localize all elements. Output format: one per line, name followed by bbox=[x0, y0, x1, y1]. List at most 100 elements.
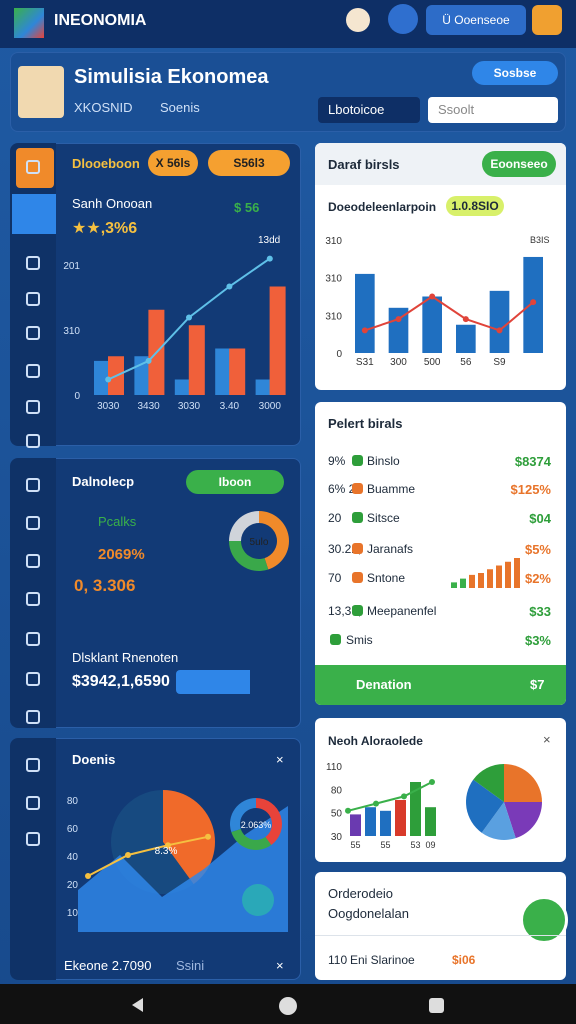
item: 2069% bbox=[98, 546, 145, 563]
close-button[interactable]: × bbox=[276, 958, 284, 973]
profile-tag: Soenis bbox=[160, 100, 200, 115]
bar-line-chart: 201 310 0 3030 3430 3030 3.40 3000 13dd bbox=[63, 235, 286, 412]
x-label: 3.40 bbox=[220, 401, 240, 412]
footer-text[interactable]: Denation bbox=[356, 677, 412, 692]
row-dot bbox=[352, 605, 363, 616]
panel-button[interactable]: Iboon bbox=[186, 470, 284, 494]
rail-icon[interactable] bbox=[26, 672, 40, 686]
bar bbox=[355, 273, 375, 353]
line-point bbox=[226, 283, 233, 290]
line-point bbox=[165, 842, 171, 849]
card-title: Pelert birals bbox=[328, 416, 403, 431]
bar bbox=[94, 360, 110, 395]
rail-icon[interactable] bbox=[26, 400, 40, 414]
bar bbox=[380, 810, 391, 836]
x-label: 55 bbox=[350, 840, 360, 850]
rail-icon[interactable] bbox=[26, 434, 40, 448]
line-point bbox=[105, 376, 112, 383]
profile-pill[interactable]: Sosbse bbox=[472, 61, 558, 85]
bar bbox=[215, 348, 232, 395]
slice bbox=[259, 511, 289, 570]
search-button[interactable] bbox=[388, 4, 418, 34]
rail-icon[interactable] bbox=[26, 160, 40, 174]
panel-title: Dlooeboon bbox=[72, 156, 140, 171]
panel-label: Sanh Onooan bbox=[72, 196, 153, 211]
rail-icon[interactable] bbox=[26, 256, 40, 270]
logo bbox=[14, 8, 44, 38]
close-button[interactable]: × bbox=[543, 732, 551, 747]
header-button[interactable]: Ü Ooenseoe bbox=[426, 5, 526, 35]
x-label: 3430 bbox=[137, 401, 160, 412]
card-subtitle: Oogdonelalan bbox=[328, 906, 409, 921]
progress-track bbox=[176, 670, 282, 694]
row-lead: 20 bbox=[328, 511, 342, 525]
rail-icon[interactable] bbox=[26, 292, 40, 306]
mixed-chart: 110 80 50 30 55 55 53 09 bbox=[326, 762, 542, 850]
rating: ★★,3%6 bbox=[72, 220, 138, 237]
card-button[interactable]: Eoonseeo bbox=[482, 151, 556, 177]
fab-button[interactable] bbox=[520, 896, 568, 944]
rail-icon[interactable] bbox=[26, 326, 40, 340]
row-dot bbox=[352, 512, 363, 523]
donut-label: 5ulo bbox=[250, 537, 269, 548]
menu-button[interactable] bbox=[532, 5, 562, 35]
progress-text: $3942,1,6590 bbox=[72, 673, 170, 690]
panel-avatar bbox=[16, 148, 54, 188]
rail-icon[interactable] bbox=[26, 832, 40, 846]
bar bbox=[229, 348, 246, 395]
axis-label: 0 bbox=[336, 349, 342, 360]
nav-home[interactable] bbox=[279, 997, 297, 1015]
sparkline bbox=[451, 558, 520, 588]
rail-icon[interactable] bbox=[26, 710, 40, 724]
slice bbox=[504, 802, 542, 839]
rail-icon[interactable] bbox=[26, 478, 40, 492]
line-point bbox=[186, 314, 192, 321]
chat-button[interactable] bbox=[242, 884, 274, 916]
nav-back[interactable] bbox=[132, 998, 143, 1012]
footer-tag: Ssini bbox=[176, 958, 205, 973]
profile-tab[interactable]: Lbotoicoe bbox=[318, 97, 420, 123]
spark-bar bbox=[496, 565, 502, 588]
line-point bbox=[345, 807, 351, 814]
note: B3IS bbox=[530, 235, 550, 245]
card-footer bbox=[315, 665, 566, 705]
close-button[interactable]: × bbox=[276, 752, 284, 767]
footer-value: $7 bbox=[530, 677, 545, 692]
slice bbox=[230, 798, 256, 833]
row-value: $8374 bbox=[514, 454, 551, 469]
slice bbox=[466, 779, 504, 833]
card-title: Daraf birsls bbox=[328, 157, 400, 172]
rail-icon[interactable] bbox=[26, 796, 40, 810]
bar-line-chart: 310 310 310 0 S31 300 500 56 S9 B3IS bbox=[325, 235, 550, 368]
rail-icon[interactable] bbox=[26, 364, 40, 378]
rail-icon[interactable] bbox=[26, 758, 40, 772]
row-value: $125% bbox=[510, 482, 551, 497]
rail-icon[interactable] bbox=[26, 516, 40, 530]
side-rail bbox=[10, 738, 56, 980]
rail-icon[interactable] bbox=[26, 554, 40, 568]
axis-label: 201 bbox=[63, 261, 80, 272]
item: 0, 3.306 bbox=[74, 576, 136, 595]
delta: $ 56 bbox=[234, 200, 260, 215]
card-title: Orderodeio bbox=[328, 886, 394, 901]
x-label: 53 bbox=[410, 840, 420, 850]
row-value: $2% bbox=[524, 571, 551, 586]
line-point bbox=[462, 316, 469, 323]
spark-bar bbox=[460, 578, 466, 588]
rail-icon[interactable] bbox=[26, 632, 40, 646]
axis-label: 30 bbox=[331, 832, 343, 843]
line-point bbox=[496, 327, 503, 334]
x-label: 09 bbox=[425, 840, 435, 850]
active-rail-item[interactable] bbox=[12, 194, 56, 234]
axis-label: 0 bbox=[74, 391, 80, 402]
card-title: Neoh Aloraolede bbox=[328, 734, 423, 748]
search-input[interactable]: Ssoolt bbox=[428, 97, 558, 123]
spark-bar bbox=[505, 561, 511, 588]
slice bbox=[231, 828, 272, 850]
axis-label: 20 bbox=[67, 880, 79, 891]
spark-bar bbox=[514, 558, 520, 588]
row-name: Eni Slarinoe bbox=[350, 953, 415, 967]
nav-recent[interactable] bbox=[429, 998, 444, 1013]
rail-icon[interactable] bbox=[26, 592, 40, 606]
